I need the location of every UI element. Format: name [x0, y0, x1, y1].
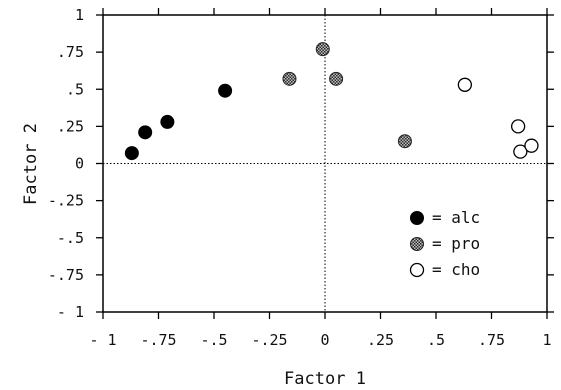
y-tick-label-8: - 1	[57, 303, 84, 321]
series-alc	[124, 83, 233, 161]
x-tick-label-4: 0	[320, 331, 329, 349]
point-pro-3	[397, 134, 412, 149]
x-tick-label-1: -.75	[140, 331, 176, 349]
series-pro	[282, 42, 412, 149]
y-axis-title: Factor 2	[21, 123, 41, 205]
legend-label-pro: = pro	[432, 234, 480, 253]
y-tick-label-0: 1	[75, 6, 84, 24]
point-pro-0	[282, 71, 297, 86]
x-axis-tick-labels: - 1 -.75 -.5 -.25 0 .25 .5 .75 1	[89, 331, 551, 349]
point-pro-2	[329, 71, 344, 86]
x-tick-label-8: 1	[542, 331, 551, 349]
point-alc-2	[160, 114, 175, 129]
data-points	[124, 42, 539, 161]
y-tick-label-5: -.25	[48, 192, 84, 210]
reference-lines	[103, 15, 547, 312]
y-tick-label-4: 0	[75, 155, 84, 173]
y-tick-label-6: -.5	[57, 229, 84, 247]
point-alc-0	[124, 146, 139, 161]
legend-marker-cho	[409, 262, 425, 278]
legend-label-alc: = alc	[432, 208, 480, 227]
point-alc-1	[138, 125, 153, 140]
point-cho-2	[513, 144, 528, 159]
series-cho	[457, 77, 539, 159]
x-tick-label-3: -.25	[251, 331, 287, 349]
x-tick-label-0: - 1	[89, 331, 116, 349]
point-cho-3	[524, 138, 539, 153]
y-tick-label-3: .25	[57, 117, 84, 135]
point-pro-1	[315, 42, 330, 57]
point-cho-0	[457, 77, 473, 92]
y-axis-tick-labels: 1 .75 .5 .25 0 -.25 -.5 -.75 - 1	[48, 6, 84, 321]
legend-marker-pro	[410, 237, 424, 251]
y-tick-label-7: -.75	[48, 266, 84, 284]
x-tick-label-7: .75	[478, 331, 505, 349]
y-tick-label-1: .75	[57, 43, 84, 61]
x-tick-label-6: .5	[427, 331, 445, 349]
legend-label-cho: = cho	[432, 260, 480, 279]
legend: = alc = pro = cho	[409, 208, 480, 279]
x-axis-title: Factor 1	[284, 369, 366, 389]
legend-marker-alc	[410, 211, 424, 225]
point-cho-1	[510, 119, 526, 134]
axis-ticks	[96, 8, 554, 319]
point-alc-3	[218, 83, 233, 98]
y-tick-label-2: .5	[66, 80, 84, 98]
x-tick-label-2: -.5	[200, 331, 227, 349]
x-tick-label-5: .25	[367, 331, 394, 349]
